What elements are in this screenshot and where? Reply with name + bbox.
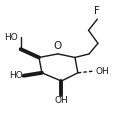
Text: HO: HO — [9, 71, 23, 80]
Text: F: F — [94, 6, 100, 16]
Text: HO: HO — [4, 33, 18, 42]
Text: O: O — [54, 41, 62, 51]
Text: OH: OH — [96, 66, 109, 76]
Text: OH: OH — [55, 96, 68, 105]
